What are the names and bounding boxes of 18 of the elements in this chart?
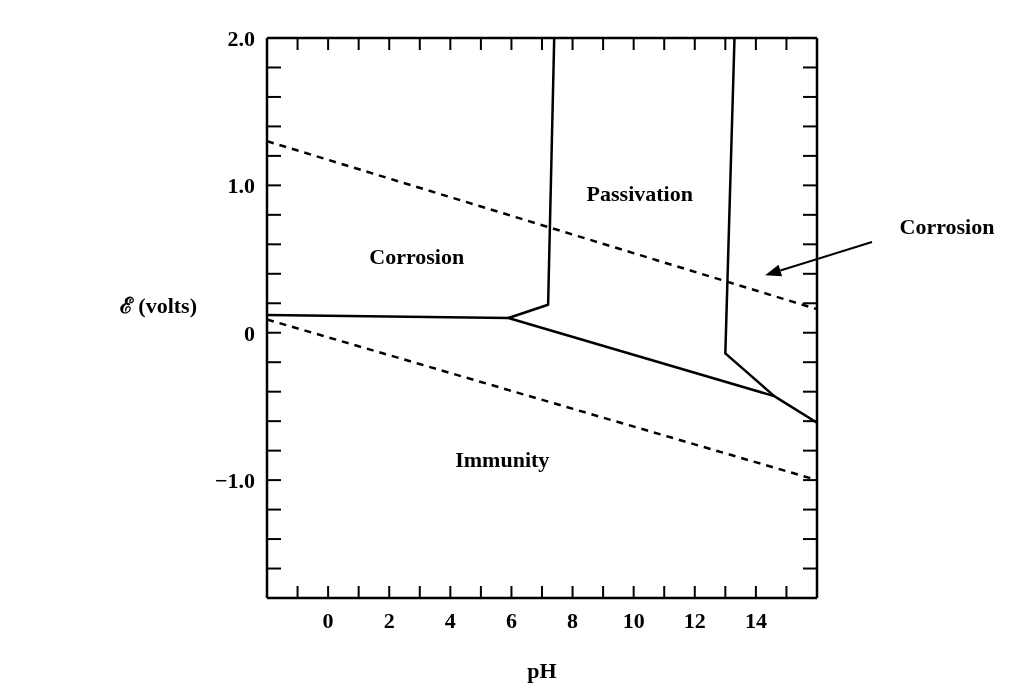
- x-tick-label: 12: [683, 608, 706, 633]
- x-tick-label: 14: [744, 608, 767, 633]
- x-tick-label: 8: [567, 608, 579, 633]
- x-tick-label: 2: [383, 608, 395, 633]
- y-tick-label: −1.0: [214, 468, 255, 494]
- y-tick-label: 2.0: [227, 26, 255, 51]
- y-tick-label: 1.0: [227, 173, 255, 199]
- y-axis-title: ℰ (volts): [119, 292, 197, 318]
- x-tick-label: 10: [622, 608, 645, 633]
- annotation: Immunity: [455, 447, 550, 473]
- x-tick-label: 6: [505, 608, 517, 633]
- x-axis-title: pH: [527, 658, 557, 683]
- annotation: Corrosion: [369, 244, 465, 270]
- x-tick-label: 0: [322, 608, 334, 633]
- x-tick-label: 4: [444, 608, 456, 633]
- annotation: Passivation: [586, 180, 693, 206]
- y-tick-label: 0: [244, 320, 255, 346]
- text: Corrosion: [899, 214, 995, 239]
